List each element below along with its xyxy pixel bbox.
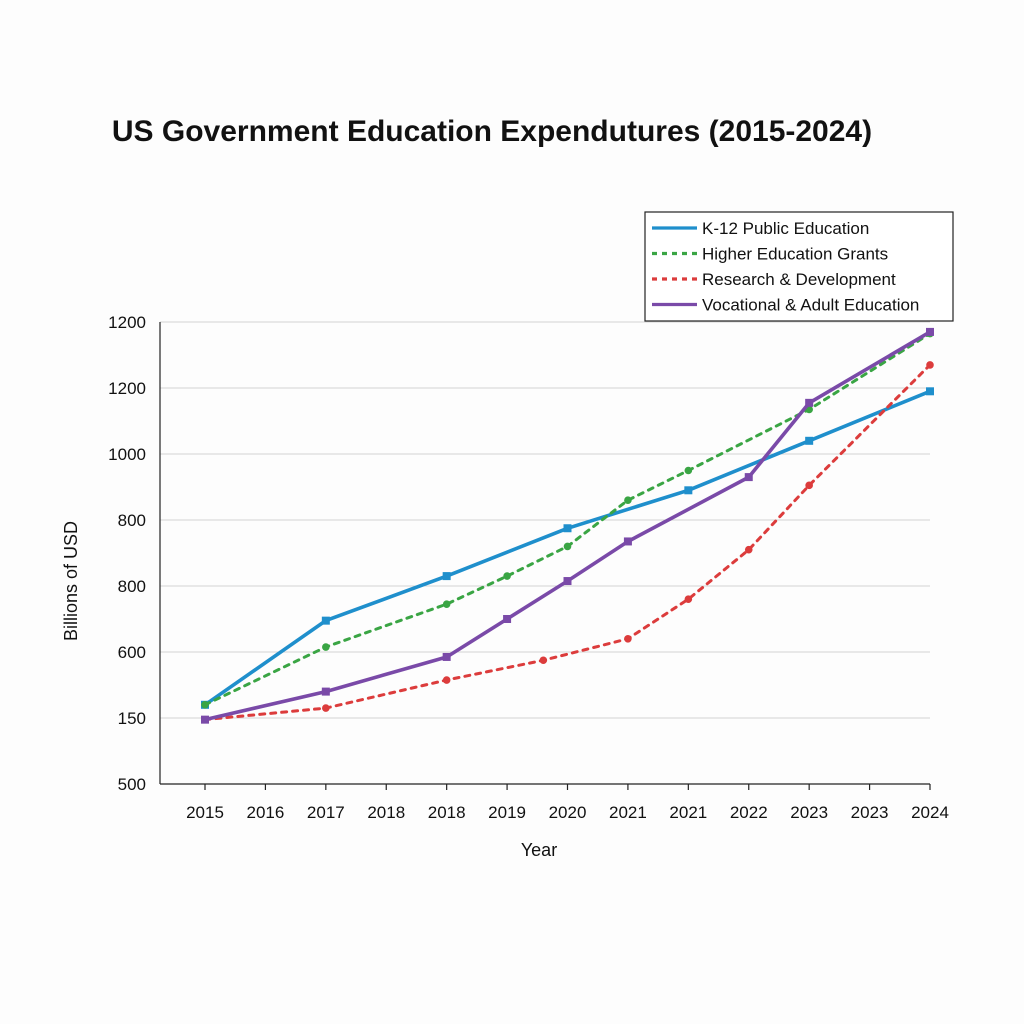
series-research-development	[201, 361, 934, 724]
data-point	[563, 577, 572, 586]
legend-label: Research & Development	[702, 270, 896, 289]
x-tick-labels: 2015 2016 2017 2018 2018 2019 2020 2021 2021 2022…	[186, 784, 949, 822]
y-tick-label: 800	[118, 511, 146, 530]
x-tick-label: 2017	[307, 803, 345, 822]
x-tick-label: 2024	[911, 803, 949, 822]
data-point	[623, 537, 632, 546]
data-point	[926, 361, 934, 369]
data-point	[322, 643, 330, 651]
x-axis-label: Year	[521, 840, 557, 860]
data-point	[442, 572, 451, 581]
data-point	[926, 387, 934, 396]
data-point	[201, 701, 209, 709]
y-tick-label: 150	[118, 709, 146, 728]
y-axis-label: Billions of USD	[61, 521, 81, 641]
y-tick-labels: 1200 1200 1000 800 800 600 150 500	[108, 313, 146, 794]
data-point	[684, 595, 693, 603]
series-vocational-adult-education	[201, 327, 934, 724]
legend-label: Vocational & Adult Education	[702, 296, 919, 315]
data-point	[539, 656, 548, 665]
series-line	[203, 332, 932, 707]
legend-label: Higher Education Grants	[702, 245, 888, 264]
y-tick-label: 500	[118, 775, 146, 794]
data-point	[624, 635, 632, 643]
data-point	[684, 486, 693, 495]
data-point	[563, 524, 572, 533]
data-point	[684, 466, 693, 475]
x-tick-label: 2020	[549, 803, 587, 822]
x-tick-label: 2018	[428, 803, 466, 822]
y-tick-label: 1200	[108, 313, 146, 332]
legend-label: K-12 Public Education	[702, 219, 869, 238]
data-point	[805, 481, 813, 490]
legend: K-12 Public Education Higher Education Gr…	[644, 211, 954, 322]
grid-lines	[160, 321, 930, 719]
data-point	[926, 327, 934, 336]
data-point	[321, 687, 330, 696]
x-tick-label: 2023	[851, 803, 889, 822]
x-tick-label: 2019	[488, 803, 526, 822]
y-tick-label: 1200	[108, 379, 146, 398]
data-point	[442, 600, 451, 608]
data-point	[503, 615, 512, 623]
series-lines	[201, 327, 934, 724]
data-point	[805, 436, 814, 445]
x-tick-label: 2021	[669, 803, 707, 822]
data-point	[322, 704, 330, 712]
data-point	[744, 545, 753, 554]
data-point	[744, 473, 753, 482]
x-tick-label: 2015	[186, 803, 224, 822]
legend-box	[644, 211, 954, 322]
data-point	[805, 398, 814, 407]
data-point	[442, 652, 451, 661]
data-point	[503, 572, 511, 580]
data-point	[321, 616, 330, 625]
x-tick-label: 2018	[367, 803, 405, 822]
x-tick-label: 2023	[790, 803, 828, 822]
y-tick-label: 600	[118, 643, 146, 662]
data-point	[201, 715, 209, 724]
x-tick-label: 2021	[609, 803, 647, 822]
y-tick-label: 1000	[108, 445, 146, 464]
x-tick-label: 2022	[730, 803, 768, 822]
y-tick-label: 800	[118, 577, 146, 596]
series-line	[203, 363, 932, 722]
chart-title: US Government Education Expendutures (20…	[112, 115, 872, 148]
data-point	[442, 676, 451, 684]
axes	[159, 322, 930, 785]
data-point	[563, 542, 572, 551]
x-tick-label: 2016	[247, 803, 285, 822]
data-point	[624, 496, 632, 505]
